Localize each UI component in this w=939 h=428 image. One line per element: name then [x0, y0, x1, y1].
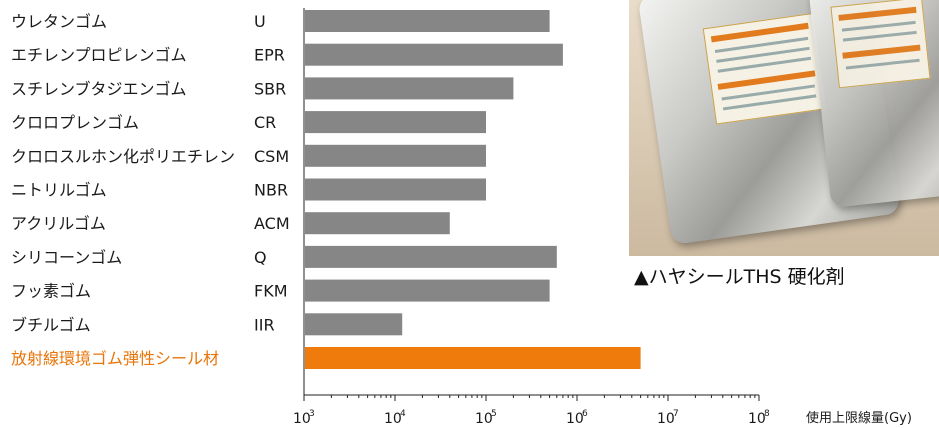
bar [305, 144, 486, 167]
product-photo [629, 0, 939, 256]
category-abbr: ACM [254, 214, 290, 233]
tick-label: 10 [293, 411, 311, 427]
category-name: アクリルゴム [11, 214, 106, 233]
tick-label: 10 [566, 411, 584, 427]
category-abbr: U [254, 12, 266, 31]
photo-caption: ▲ハヤシールTHS 硬化剤 [634, 266, 845, 288]
tick-label: 10 [657, 411, 675, 427]
category-abbr: EPR [254, 46, 285, 65]
category-name: スチレンブタジエンゴム [11, 79, 187, 98]
bar [305, 77, 514, 100]
category-name: クロロスルホン化ポリエチレン [11, 147, 235, 166]
bar [305, 279, 550, 302]
category-name: シリコーンゴム [11, 248, 122, 267]
category-name: ニトリルゴム [11, 181, 107, 200]
category-name: クロロプレンゴム [11, 113, 139, 132]
product-label [702, 12, 828, 125]
category-name: ブチルゴム [11, 315, 91, 334]
category-abbr: IIR [254, 315, 275, 334]
product-label [830, 0, 931, 89]
category-name: 放射線環境ゴム弾性シール材 [11, 349, 219, 368]
category-abbr: CR [254, 113, 276, 132]
category-abbr: SBR [254, 79, 286, 98]
category-abbr: Q [254, 248, 267, 267]
bar [305, 111, 486, 134]
tick-label-exponent: 8 [764, 409, 770, 419]
x-axis-label: 使用上限線量(Gy) [806, 410, 912, 426]
bar [305, 43, 563, 66]
bar [305, 313, 403, 336]
category-name: ウレタンゴム [11, 12, 107, 31]
tick-label-exponent: 4 [400, 409, 406, 419]
tick-label-exponent: 7 [673, 409, 679, 419]
category-name: フッ素ゴム [11, 282, 91, 301]
tick-label-exponent: 5 [491, 409, 497, 419]
bar [305, 212, 450, 235]
tick-label: 10 [475, 411, 493, 427]
tick-label: 10 [748, 411, 766, 427]
highlight-bar [305, 347, 641, 369]
category-abbr: NBR [254, 181, 288, 200]
bar [305, 10, 550, 32]
bar [305, 245, 557, 268]
category-abbr: CSM [254, 147, 289, 166]
tick-label-exponent: 6 [582, 409, 588, 419]
tick-label-exponent: 3 [309, 409, 315, 419]
category-name: エチレンプロピレンゴム [11, 46, 187, 65]
tick-label: 10 [384, 411, 402, 427]
category-abbr: FKM [254, 282, 288, 301]
bar [305, 178, 486, 201]
